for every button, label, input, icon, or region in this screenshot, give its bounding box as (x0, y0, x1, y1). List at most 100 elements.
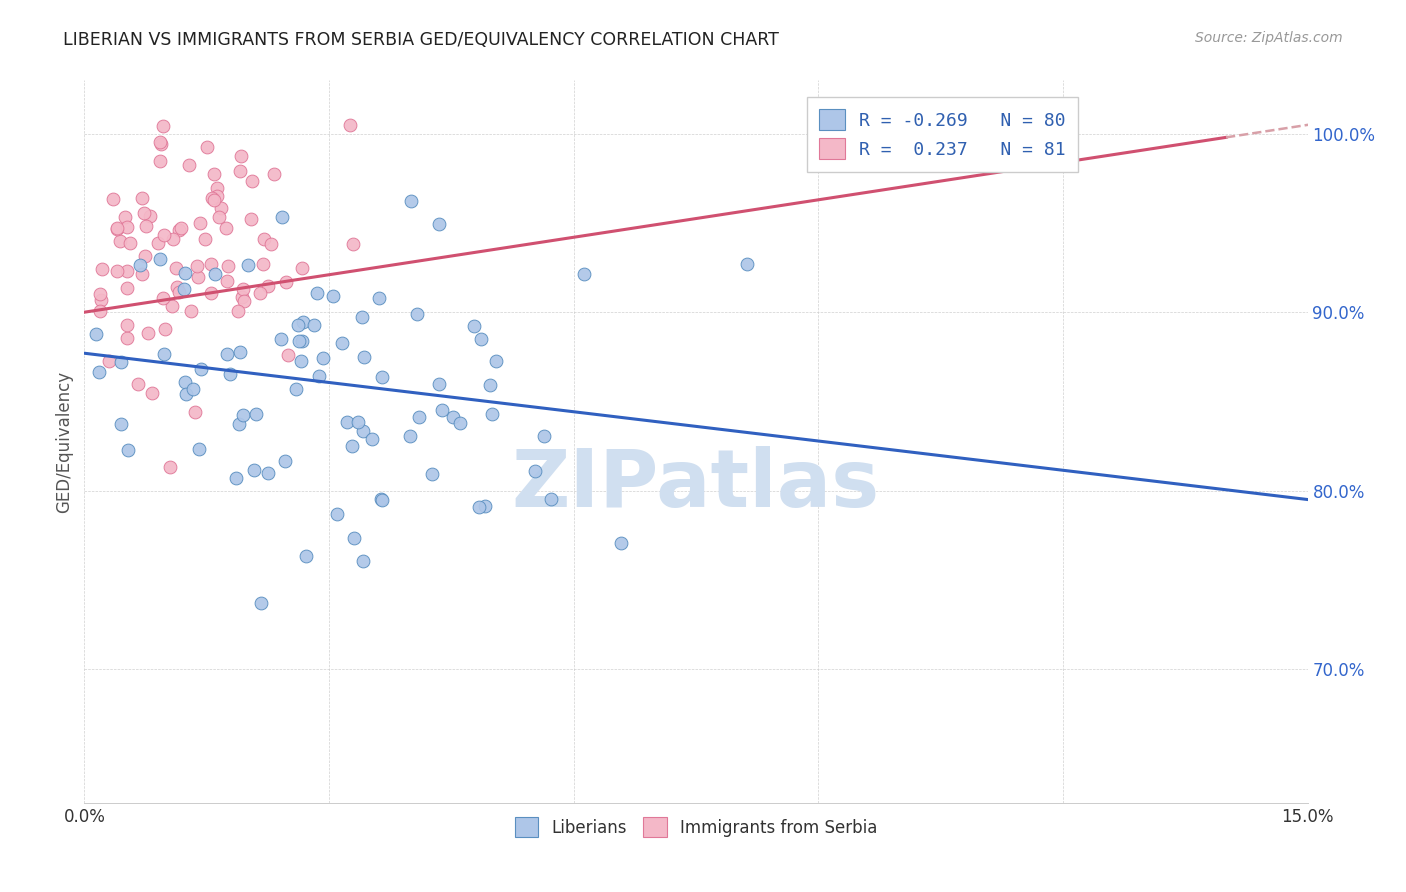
Point (139, 209, 162, 223)
Point (427, 376, 450, 391)
Point (232, 408, 254, 422)
Point (533, 428, 555, 442)
Point (368, 291, 391, 305)
Point (290, 354, 312, 368)
Point (115, 318, 138, 332)
Point (361, 432, 384, 446)
Point (117, 443, 139, 458)
Point (291, 260, 314, 275)
Point (370, 491, 392, 506)
Point (406, 307, 429, 321)
Point (277, 348, 299, 362)
Point (173, 282, 195, 296)
Point (420, 467, 443, 481)
Point (134, 249, 156, 263)
Point (330, 335, 353, 350)
Point (115, 330, 138, 344)
Point (398, 429, 420, 443)
Point (339, 118, 361, 132)
Point (231, 290, 253, 304)
Point (141, 385, 163, 400)
Point (236, 258, 259, 272)
Point (292, 314, 315, 328)
Point (187, 442, 209, 457)
Text: Source: ZipAtlas.com: Source: ZipAtlas.com (1195, 31, 1343, 45)
Point (336, 416, 359, 430)
Point (256, 279, 278, 293)
Point (735, 258, 758, 272)
Point (312, 351, 335, 366)
Point (322, 289, 344, 303)
Point (229, 163, 252, 178)
Point (352, 310, 374, 324)
Point (408, 410, 430, 425)
Point (105, 263, 128, 277)
Point (249, 285, 271, 300)
Point (205, 180, 228, 194)
Point (170, 220, 193, 235)
Point (89, 304, 111, 318)
Point (174, 375, 197, 389)
Point (371, 370, 394, 384)
Point (169, 223, 191, 237)
Point (98, 354, 121, 368)
Point (474, 499, 496, 513)
Point (481, 407, 503, 421)
Point (304, 318, 326, 332)
Point (245, 408, 267, 422)
Point (150, 137, 173, 152)
Point (105, 221, 128, 235)
Point (288, 334, 311, 349)
Point (200, 257, 222, 271)
Point (187, 269, 209, 284)
Point (162, 231, 184, 245)
Point (308, 369, 330, 384)
Point (229, 344, 252, 359)
Point (174, 387, 197, 401)
Point (118, 235, 141, 250)
Point (243, 463, 266, 477)
Point (204, 267, 226, 281)
Text: LIBERIAN VS IMMIGRANTS FROM SERBIA GED/EQUIVALENCY CORRELATION CHART: LIBERIAN VS IMMIGRANTS FROM SERBIA GED/E… (63, 31, 779, 49)
Point (342, 237, 364, 252)
Point (470, 332, 492, 346)
Point (115, 280, 138, 294)
Point (479, 377, 502, 392)
Point (326, 507, 349, 521)
Point (181, 382, 204, 396)
Point (91, 262, 114, 277)
Point (153, 322, 176, 336)
Point (217, 260, 239, 274)
Point (152, 119, 174, 133)
Point (114, 210, 136, 224)
Text: ZIPatlas: ZIPatlas (512, 446, 880, 524)
Point (305, 286, 328, 301)
Point (232, 282, 254, 296)
Point (240, 174, 263, 188)
Point (346, 415, 368, 429)
Point (352, 554, 374, 568)
Point (89, 365, 111, 379)
Point (524, 464, 547, 478)
Point (149, 252, 172, 267)
Point (110, 417, 132, 432)
Point (353, 350, 375, 364)
Point (485, 354, 508, 368)
Point (190, 361, 212, 376)
Point (159, 459, 181, 474)
Point (209, 202, 232, 216)
Point (152, 291, 174, 305)
Point (252, 257, 274, 271)
Point (188, 216, 211, 230)
Point (152, 228, 174, 243)
Point (177, 158, 200, 172)
Point (468, 500, 491, 515)
Point (148, 236, 170, 251)
Point (131, 191, 153, 205)
Point (295, 549, 318, 564)
Point (276, 275, 298, 289)
Point (371, 492, 394, 507)
Point (166, 279, 188, 293)
Point (253, 232, 276, 246)
Point (263, 167, 285, 181)
